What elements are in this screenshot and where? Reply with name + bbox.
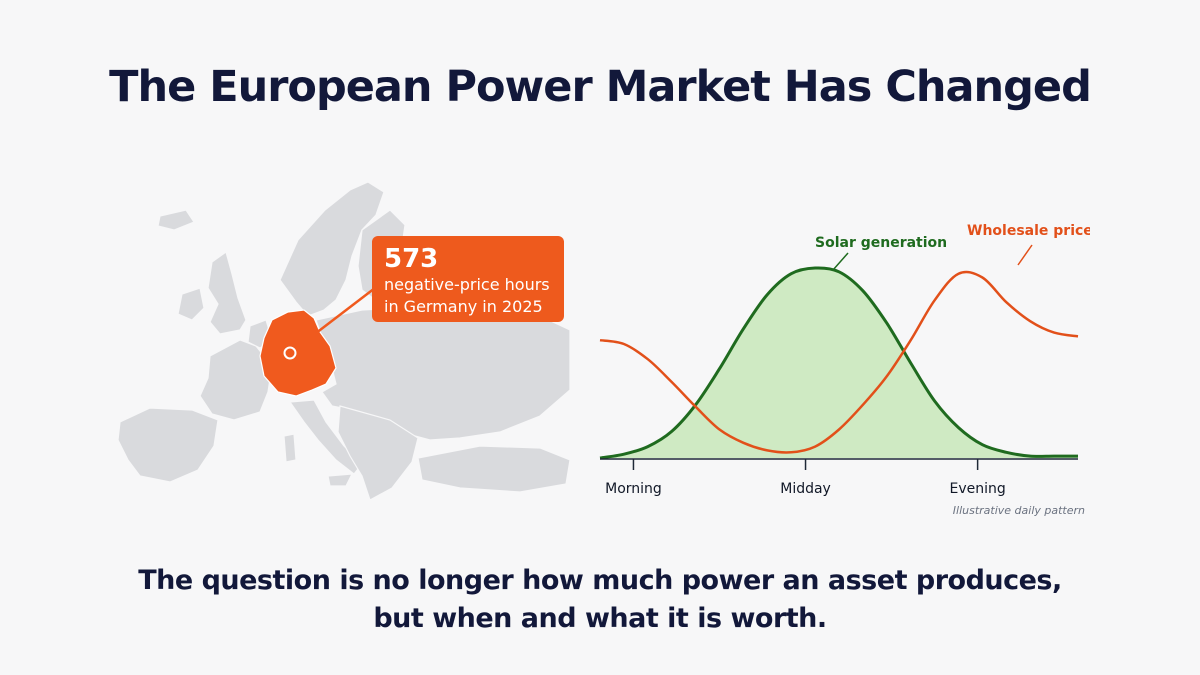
europe-land (117, 181, 571, 501)
germany-marker (283, 346, 297, 360)
daily-pattern-chart: Morning Midday Evening Solar generation Wh… (599, 223, 1090, 517)
solar-label-leader (832, 252, 849, 271)
x-tick-label: Morning (605, 481, 662, 497)
iberia-shape (117, 407, 219, 483)
wholesale-price-line (599, 270, 1079, 454)
chart-note: Illustrative daily pattern (953, 504, 1085, 517)
solar-generation-area (600, 267, 1078, 458)
iceland-shape (157, 209, 195, 231)
legend-solar-generation: Solar generation (815, 235, 947, 251)
closing-statement-line2: but when and what it is worth. (373, 603, 827, 634)
callout-leader (289, 287, 376, 354)
x-tick-label: Midday (780, 481, 831, 497)
closing-statement-line1: The question is no longer how much power… (138, 565, 1062, 596)
legend-wholesale-price: Wholesale price (967, 223, 1090, 239)
callout-text-line1: negative-price hours (384, 275, 550, 294)
europe-map (117, 181, 571, 501)
page-title: The European Power Market Has Changed (109, 62, 1092, 112)
price-label-leader (1017, 244, 1033, 266)
x-tick-label: Evening (949, 481, 1005, 497)
britain-shape (207, 251, 247, 335)
callout-number: 573 (384, 244, 439, 274)
closing-statement: The question is no longer how much power… (0, 562, 1200, 638)
callout-text-line2: in Germany in 2025 (384, 297, 543, 316)
turkey-shape (417, 445, 571, 493)
stat-callout: 573 negative-price hours in Germany in 2… (372, 236, 564, 322)
balkans-shape (337, 405, 419, 501)
solar-generation-line (599, 266, 1078, 460)
x-axis-ticks: Morning Midday Evening (605, 459, 1006, 497)
ireland-shape (177, 287, 205, 321)
sicily-shape (327, 473, 354, 487)
sardinia-shape (283, 433, 297, 463)
